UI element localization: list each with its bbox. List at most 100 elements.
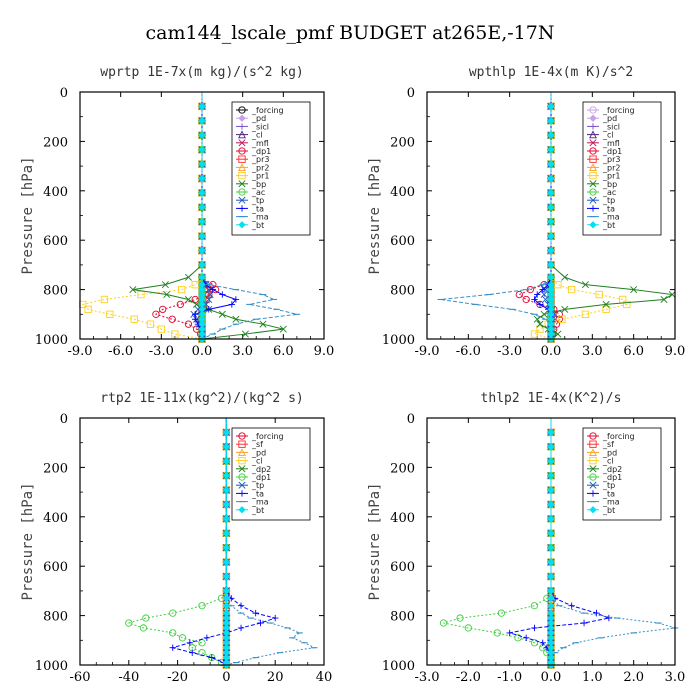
- y-axis-label: Pressure [hPa]: [367, 482, 383, 600]
- series-dp1: [152, 92, 220, 343]
- legend-label: _pd: [602, 114, 617, 123]
- data-point: [178, 634, 187, 642]
- legend-entry: _bt: [236, 221, 264, 230]
- data-point: [464, 624, 472, 632]
- legend-marker: [589, 481, 597, 489]
- data-point: [536, 301, 544, 308]
- legend-label: _pd: [602, 448, 617, 457]
- legend-entry: _ma: [587, 498, 620, 507]
- legend-marker: [238, 506, 246, 514]
- data-point: [547, 602, 555, 610]
- series-dp1: [125, 418, 231, 669]
- data-point: [205, 295, 213, 303]
- legend-marker: [589, 448, 597, 457]
- legend-entry: _bt: [236, 506, 264, 515]
- data-point: [142, 614, 150, 622]
- legend-label: _cl: [251, 131, 263, 140]
- data-point: [222, 544, 231, 552]
- legend-marker: [589, 490, 597, 497]
- legend-label: _sicl: [251, 122, 269, 131]
- legend-entry: _ac: [236, 188, 265, 197]
- data-point: [547, 246, 555, 255]
- y-tick-label: 800: [390, 284, 415, 299]
- data-point: [522, 295, 530, 304]
- data-point: [279, 325, 287, 333]
- data-point: [163, 291, 171, 299]
- x-tick-label: -9.0: [414, 344, 439, 359]
- y-tick-label: 200: [43, 461, 68, 476]
- data-point: [514, 634, 522, 642]
- data-point: [193, 300, 201, 308]
- data-point: [198, 232, 206, 240]
- legend-entry: _sf: [587, 440, 614, 449]
- x-tick-label: -20: [167, 670, 188, 685]
- data-point: [222, 428, 231, 437]
- data-point: [228, 301, 236, 308]
- x-tick-label: 40: [316, 670, 333, 685]
- legend-marker: [589, 180, 597, 188]
- data-point: [547, 558, 555, 566]
- legend-entry: _tp: [587, 481, 615, 490]
- legend-label: _dp1: [602, 147, 622, 156]
- x-tick-label: -6.0: [456, 344, 481, 359]
- legend-marker: [238, 155, 246, 163]
- data-point: [198, 639, 206, 647]
- data-point: [169, 609, 177, 617]
- x-tick-label: 0.0: [541, 344, 562, 359]
- x-tick-label: -40: [118, 670, 139, 685]
- legend-marker: [238, 465, 246, 473]
- x-tick-label: 0.0: [192, 344, 213, 359]
- data-point: [198, 146, 206, 154]
- x-tick-label: -2.0: [456, 670, 481, 685]
- data-point: [218, 310, 226, 318]
- y-tick-label: 200: [43, 135, 68, 150]
- data-point: [222, 472, 231, 480]
- legend-marker: [589, 205, 597, 212]
- legend-entry: _dp2: [236, 465, 271, 474]
- series-ma: [437, 92, 557, 340]
- series-pr1: [79, 92, 206, 343]
- legend-marker: [589, 155, 597, 163]
- y-tick-label: 400: [43, 185, 68, 200]
- legend-entry: _ta: [587, 204, 615, 213]
- legend-entry: _forcing: [236, 106, 284, 115]
- data-point: [106, 310, 114, 318]
- panel-title: wpthlp 1E-4x(m K)/s^2: [469, 65, 633, 80]
- legend-marker: [238, 188, 246, 196]
- legend-label: _sf: [251, 440, 263, 449]
- data-point: [506, 629, 513, 637]
- legend-label: _dp1: [251, 147, 271, 156]
- legend-label: _pr3: [602, 155, 620, 164]
- y-tick-label: 400: [390, 185, 415, 200]
- panels: wprtp 1E-7x(m kg)/(s^2 kg) Pressure [hPa]…: [20, 65, 685, 685]
- data-point: [561, 273, 569, 281]
- legend-marker: [238, 196, 246, 204]
- legend-label: _ta: [602, 489, 615, 498]
- data-point: [523, 634, 530, 642]
- data-point: [547, 189, 555, 197]
- legend-marker: [238, 448, 246, 457]
- data-point: [540, 310, 548, 318]
- data-point: [208, 654, 215, 661]
- legend-marker: [589, 171, 597, 180]
- legend-label: _forcing: [602, 106, 635, 115]
- data-point: [198, 102, 206, 111]
- legend-label: _dp1: [602, 473, 622, 482]
- data-point: [547, 261, 555, 269]
- legend-label: _mfl: [251, 139, 269, 148]
- data-point: [547, 160, 555, 168]
- legend-label: _tp: [602, 196, 615, 205]
- data-point: [198, 203, 206, 211]
- legend-label: _forcing: [251, 432, 284, 441]
- legend-entry: _pr1: [587, 172, 620, 181]
- legend-marker: [238, 171, 246, 180]
- data-point: [547, 131, 555, 139]
- legend-marker: [238, 130, 246, 139]
- panel-1: wprtp 1E-7x(m kg)/(s^2 kg) Pressure [hPa]…: [20, 65, 334, 359]
- x-tick-label: 0: [222, 670, 230, 685]
- data-point: [202, 300, 210, 308]
- legend-entry: _cl: [236, 130, 263, 140]
- x-tick-label: 2.0: [623, 670, 644, 685]
- data-point: [169, 644, 176, 651]
- data-point: [184, 295, 192, 303]
